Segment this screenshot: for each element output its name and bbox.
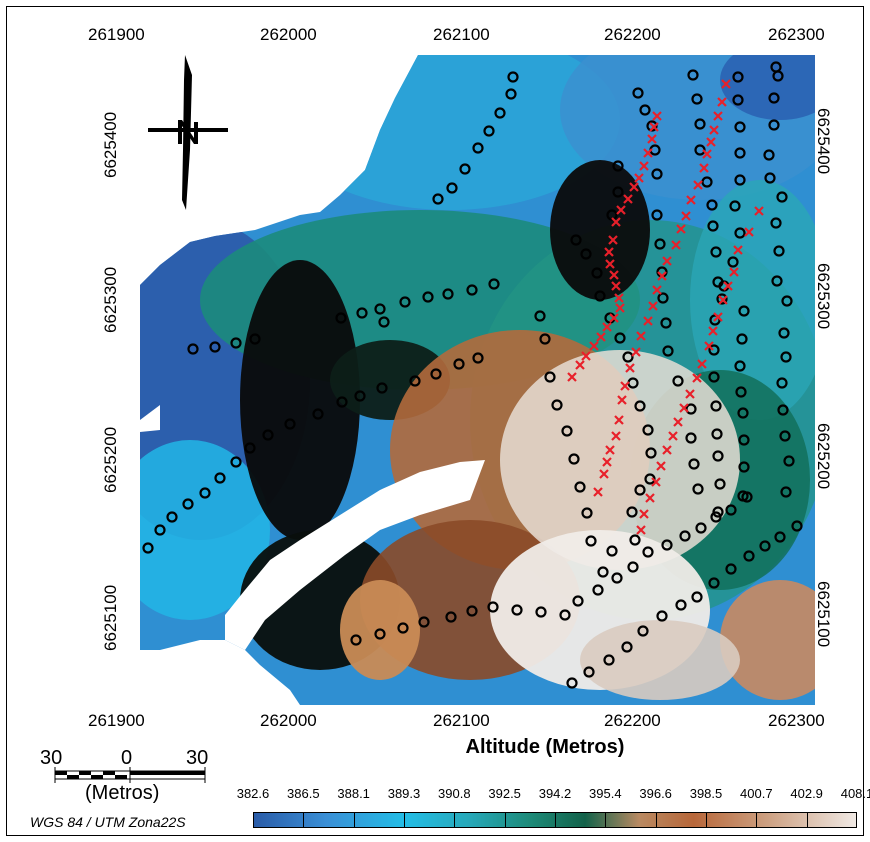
- legend-tick-label: 389.3: [387, 786, 421, 801]
- map-frame: [6, 6, 864, 836]
- x-markers: [567, 79, 764, 535]
- y-tick: 6625100: [814, 581, 833, 648]
- survey-circle-markers: [142, 61, 803, 689]
- scale-mid-label: 0: [121, 747, 133, 769]
- scale-bar: [54, 767, 206, 783]
- legend-tick-label: 408.1: [840, 786, 870, 801]
- legend-separator: [655, 812, 657, 828]
- legend-separator: [806, 812, 808, 828]
- north-arrow-icon: [148, 55, 228, 210]
- legend-separator: [605, 812, 607, 828]
- x-tick: 262300: [768, 711, 825, 730]
- legend-separator: [353, 812, 355, 828]
- y-tick: 6625200: [814, 423, 833, 490]
- x-tick: 262100: [433, 25, 490, 44]
- legend-separator: [555, 812, 556, 828]
- y-tick: 6625200: [101, 426, 120, 493]
- legend-separator: [504, 812, 506, 828]
- x-tick: 262200: [604, 25, 661, 44]
- x-tick: 262300: [768, 25, 825, 44]
- legend-separator: [303, 812, 305, 828]
- legend-separator: [756, 812, 758, 828]
- legend-separator: [454, 812, 456, 828]
- legend-tick-label: 388.1: [337, 786, 370, 801]
- y-tick: 6625300: [814, 263, 833, 330]
- x-tick: 262200: [604, 711, 661, 730]
- scale-unit-label: (Metros): [85, 782, 160, 804]
- crs-label: WGS 84 / UTM Zona22S: [30, 814, 186, 830]
- legend-separator: [706, 812, 707, 828]
- y-tick: 6625400: [814, 108, 833, 175]
- legend-tick-label: 394.2: [538, 786, 572, 801]
- scale-left-label: 30: [40, 747, 63, 769]
- legend-tick-label: 402.9: [790, 786, 823, 801]
- legend-tick-label: 400.7: [740, 786, 773, 801]
- x-tick: 262000: [260, 25, 317, 44]
- y-tick: 6625300: [101, 266, 120, 333]
- x-tick: 262000: [260, 711, 317, 730]
- legend-tick-label: 395.4: [589, 786, 622, 801]
- scale-right-label: 30: [186, 747, 209, 769]
- legend-tick-label: 390.8: [438, 786, 471, 801]
- legend-tick-label: 386.5: [287, 786, 320, 801]
- x-tick: 262100: [433, 711, 490, 730]
- legend-tick-label: 398.5: [689, 786, 723, 801]
- x-tick: 261900: [88, 711, 145, 730]
- y-tick: 6625400: [101, 111, 120, 178]
- legend-tick-label: 392.5: [488, 786, 521, 801]
- legend-separator: [404, 812, 405, 828]
- legend-tick-label: 382.6: [236, 786, 270, 801]
- y-tick: 6625100: [101, 584, 120, 651]
- legend-tick-label: 396.6: [639, 786, 672, 801]
- x-tick: 261900: [88, 25, 145, 44]
- map-title: Altitude (Metros): [465, 736, 625, 758]
